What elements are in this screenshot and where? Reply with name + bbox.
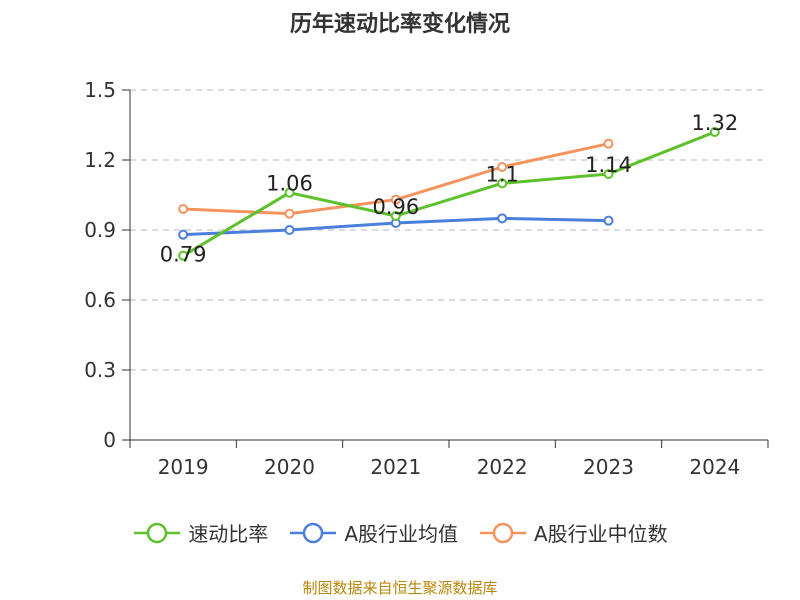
y-tick-label: 0.3 — [84, 358, 116, 382]
data-point — [284, 187, 295, 198]
data-point — [390, 211, 401, 221]
data-point — [497, 213, 508, 224]
legend-label: 速动比率 — [188, 522, 269, 546]
legend-line-marker-icon — [134, 522, 181, 543]
data-point — [709, 127, 720, 137]
x-tick-label: 2020 — [264, 455, 315, 479]
x-tick-label: 2022 — [477, 455, 528, 479]
legend-label: A股行业中位数 — [534, 522, 668, 546]
y-tick-label: 0.6 — [84, 288, 116, 312]
chart-legend: 速动比率 A股行业均值 A股行业中位数 — [0, 518, 800, 547]
data-point — [178, 250, 189, 261]
data-label: 1.06 — [266, 172, 313, 196]
x-tick-label: 2023 — [583, 455, 634, 479]
data-label: 1.32 — [691, 111, 738, 135]
y-tick-label: 0.9 — [84, 218, 116, 242]
legend-item[interactable]: 速动比率 — [132, 518, 268, 547]
data-point — [178, 229, 189, 240]
data-point — [390, 194, 401, 205]
source-note: 制图数据来自恒生聚源数据库 — [302, 579, 498, 597]
y-tick-label: 1.2 — [84, 148, 116, 172]
legend-item[interactable]: A股行业均值 — [288, 518, 458, 547]
x-tick-label: 2021 — [370, 455, 421, 479]
y-tick-label: 0 — [103, 428, 116, 452]
y-tick-label: 1.5 — [84, 78, 116, 102]
chart-title: 历年速动比率变化情况 — [289, 12, 510, 37]
data-point — [497, 162, 508, 172]
legend-line-marker-icon — [290, 522, 337, 543]
data-label: 1.14 — [585, 153, 632, 177]
data-point — [178, 204, 189, 214]
data-label: 0.79 — [160, 243, 207, 267]
data-point — [497, 178, 508, 189]
series-line-0 — [182, 130, 716, 257]
data-label: 1.1 — [485, 162, 518, 186]
data-point — [603, 138, 614, 149]
legend-label: A股行业均值 — [344, 522, 458, 546]
x-tick-label: 2024 — [689, 455, 740, 479]
data-point — [284, 225, 295, 235]
legend-line-marker-icon — [480, 522, 526, 543]
data-point — [603, 215, 614, 226]
data-point — [284, 208, 295, 219]
x-tick-label: 2019 — [158, 455, 209, 479]
data-label: 0.96 — [372, 195, 419, 219]
legend-item[interactable]: A股行业中位数 — [478, 518, 668, 547]
data-point — [603, 169, 614, 179]
